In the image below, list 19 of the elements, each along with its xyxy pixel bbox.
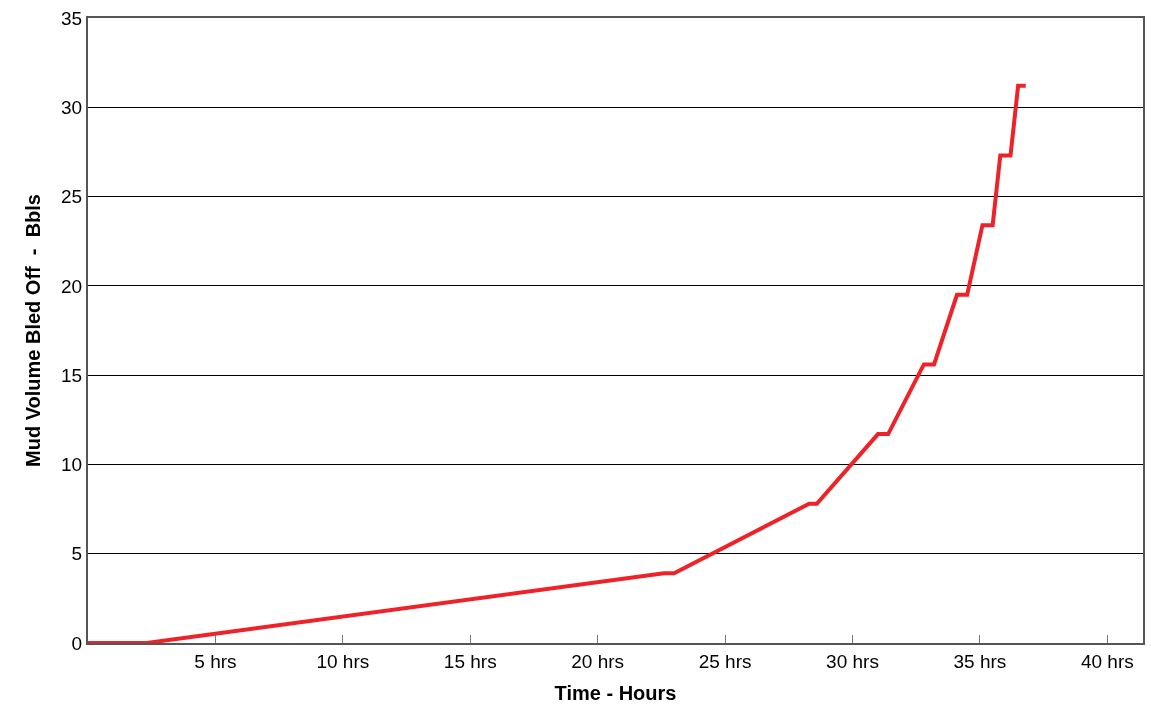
y-tick-label: 15 [61, 364, 83, 386]
y-tick-label: 5 [71, 543, 83, 565]
x-tick-label: 10 hrs [316, 650, 370, 672]
y-tick-label: 10 [61, 454, 83, 476]
x-tick-label: 20 hrs [571, 650, 625, 672]
line-series [88, 83, 1028, 643]
y-tick-label: 30 [61, 96, 83, 118]
x-axis-title: Time - Hours [554, 681, 677, 704]
x-tick-label: 25 hrs [698, 650, 752, 672]
x-tick-label: 35 hrs [953, 650, 1007, 672]
x-tick-label: 15 hrs [443, 650, 497, 672]
y-tick-label: 20 [61, 275, 83, 297]
x-tick-label: 40 hrs [1080, 650, 1134, 672]
y-tick-label: 35 [61, 7, 83, 29]
y-tick-label: 0 [71, 632, 83, 654]
y-axis-title: Mud Volume Bled Off - Bbls [22, 194, 45, 467]
y-tick-label: 25 [61, 186, 83, 208]
x-tick-label: 5 hrs [194, 650, 237, 672]
x-tick-label: 30 hrs [826, 650, 879, 672]
